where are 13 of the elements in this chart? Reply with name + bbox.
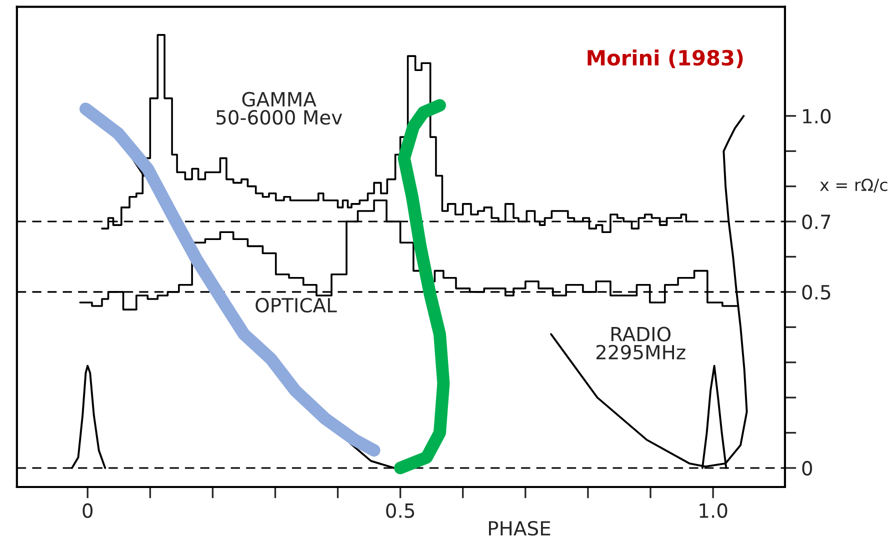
y-tick-label: 0.5 <box>802 284 830 300</box>
annotation: Morini (1983) <box>588 50 743 68</box>
x-axis-title: PHASE <box>488 520 550 536</box>
annotation: OPTICAL <box>256 298 337 313</box>
y-tick-label: 0.7 <box>802 214 830 230</box>
y-tick-label: 1.0 <box>803 108 831 124</box>
x-tick-label: 0 <box>82 503 92 518</box>
y-tick-label: 0 <box>802 460 812 476</box>
annotation: RADIO 2295MHz <box>596 326 686 360</box>
x-tick-label: 1.0 <box>700 503 728 518</box>
x-tick-label: 0.5 <box>386 503 414 518</box>
annotation: GAMMA 50-6000 Mev <box>216 92 342 125</box>
y-axis-title: x = rΩ/c <box>820 178 888 192</box>
